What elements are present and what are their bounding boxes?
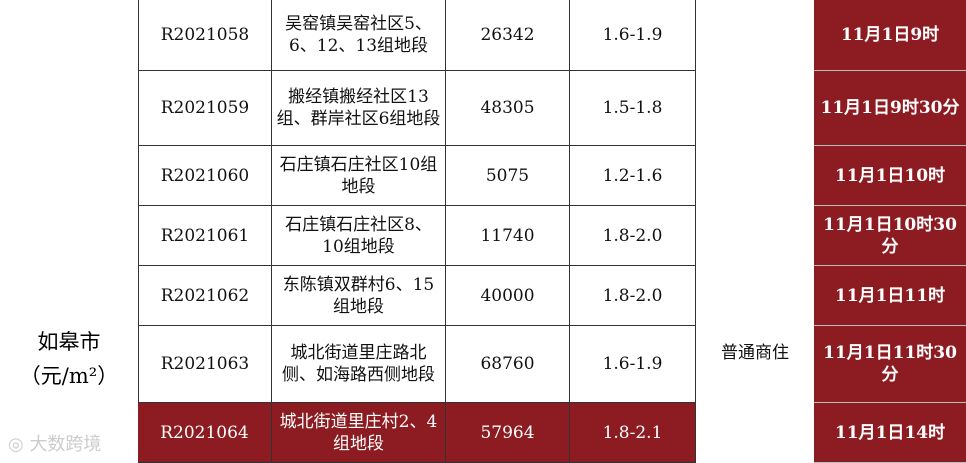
area: 26342 xyxy=(446,0,570,71)
location: 搬经镇搬经社区13组、群岸社区6组地段 xyxy=(272,71,446,146)
code: R2021062 xyxy=(138,266,272,326)
location: 石庄镇石庄社区8、10组地段 xyxy=(272,206,446,266)
code: R2021061 xyxy=(138,206,272,266)
location: 石庄镇石庄社区10组地段 xyxy=(272,146,446,206)
usage: 普通商住 xyxy=(721,343,789,363)
code: R2021063 xyxy=(138,326,272,403)
code: R2021060 xyxy=(138,146,272,206)
code: R2021059 xyxy=(138,71,272,146)
ratio: 1.8-2.0 xyxy=(570,266,696,326)
watermark: ◎ 大数跨境 xyxy=(8,434,102,455)
time: 11月1日9时 xyxy=(814,0,966,71)
location: 城北街道里庄村2、4组地段 xyxy=(272,403,446,463)
city: 如皋市 xyxy=(37,330,101,354)
time: 11月1日11时 xyxy=(814,266,966,326)
location: 城北街道里庄路北侧、如海路西侧地段 xyxy=(272,326,446,403)
time: 11月1日9时30分 xyxy=(814,71,966,146)
code: R2021064 xyxy=(138,403,272,463)
ratio: 1.2-1.6 xyxy=(570,146,696,206)
area: 40000 xyxy=(446,266,570,326)
area: 5075 xyxy=(446,146,570,206)
ratio: 1.5-1.8 xyxy=(570,71,696,146)
time: 11月1日10时30分 xyxy=(814,206,966,266)
location: 吴窑镇吴窑社区5、6、12、13组地段 xyxy=(272,0,446,71)
area: 11740 xyxy=(446,206,570,266)
time: 11月1日10时 xyxy=(814,146,966,206)
ratio: 1.6-1.9 xyxy=(570,0,696,71)
watermark-text: 大数跨境 xyxy=(29,434,102,455)
area: 48305 xyxy=(446,71,570,146)
code: R2021058 xyxy=(138,0,272,71)
ratio: 1.6-1.9 xyxy=(570,326,696,403)
time: 11月1日11时30分 xyxy=(814,326,966,403)
ratio: 1.8-2.1 xyxy=(570,403,696,463)
area: 57964 xyxy=(446,403,570,463)
location: 东陈镇双群村6、15组地段 xyxy=(272,266,446,326)
ratio: 1.8-2.0 xyxy=(570,206,696,266)
unit: （元/m²） xyxy=(19,364,119,388)
area: 68760 xyxy=(446,326,570,403)
time: 11月1日14时 xyxy=(814,403,966,463)
